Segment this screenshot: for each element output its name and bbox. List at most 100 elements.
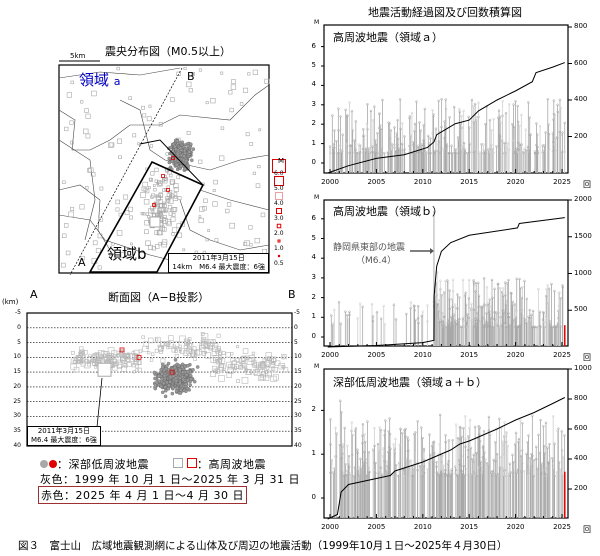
depth-tick-right: 25: [294, 397, 302, 405]
hf-epicenter-square: [61, 262, 66, 268]
hf-hypocenter-square: [79, 346, 84, 351]
magnitude-stem-head: [460, 469, 463, 472]
magnitude-stem-head: [546, 446, 549, 449]
magnitude-stem-head: [531, 309, 535, 313]
lf-epicenter-circle: [170, 159, 175, 164]
depth-tick-left: 15: [13, 368, 21, 376]
hf-epicenter-square: [62, 233, 67, 238]
hf-hypocenter-square: [262, 358, 267, 362]
magnitude-stem-head: [508, 462, 512, 466]
magnitude-stem-head: [494, 311, 498, 314]
magnitude-stem-head: [536, 149, 539, 153]
section-callout-detail: M6.4 最大震度：6強: [31, 436, 97, 444]
hf-epicenter-square: [172, 195, 178, 201]
boundary-line: [58, 139, 96, 241]
magnitude-stem-head: [371, 150, 374, 154]
hf-epicenter-square: [198, 215, 202, 218]
magnitude-stem-head: [398, 98, 402, 101]
hf-hypocenter-square: [259, 373, 266, 380]
magnitude-stem-head: [471, 306, 474, 310]
magnitude-stem-head: [446, 279, 449, 282]
hf-hypocenter-square: [146, 346, 149, 349]
magnitude-stem-head: [507, 471, 510, 475]
magnitude-stem-head: [460, 325, 463, 329]
hf-epicenter-square: [68, 211, 74, 218]
hf-hypocenter-square: [76, 360, 80, 364]
lf-hypocenter-circle: [165, 380, 169, 385]
magnitude-stem-head: [393, 143, 396, 147]
magnitude-stem-head: [527, 101, 530, 104]
magnitude-stem-head: [501, 440, 504, 443]
magnitude-stem-head: [470, 474, 474, 477]
magnitude-stem-head: [328, 145, 332, 148]
hf-epicenter-square: [124, 210, 130, 215]
hf-epicenter-square: [230, 84, 237, 90]
magnitude-stem-head: [406, 436, 409, 439]
hf-epicenter-square: [88, 167, 94, 173]
magnitude-stem-head: [462, 109, 465, 113]
magnitude-stem-head: [367, 147, 371, 150]
hf-hypocenter-square: [232, 360, 237, 365]
hf-epicenter-square: [70, 80, 74, 85]
hf-epicenter-square: [145, 189, 150, 194]
hf-hypocenter-square: [215, 359, 219, 362]
magnitude-stem-head: [335, 139, 338, 143]
magnitude-stem-head: [339, 399, 342, 403]
magnitude-stem-head: [467, 278, 471, 282]
magnitude-stem-head: [542, 425, 545, 428]
magnitude-stem-head: [371, 448, 375, 451]
hf-hypocenter-square: [92, 353, 100, 360]
chart-2: [321, 199, 572, 348]
magnitude-legend-value: 0.5: [274, 260, 284, 267]
magnitude-stem-head: [497, 116, 500, 120]
hf-hypocenter-square: [174, 354, 179, 359]
hf-epicenter-square: [141, 105, 145, 110]
lf-hypocenter-circle: [166, 361, 171, 366]
hf-hypocenter-square: [218, 355, 223, 360]
magnitude-stem-head: [520, 308, 524, 312]
y-tick-label: 0: [311, 332, 316, 340]
magnitude-stem-head: [542, 311, 545, 315]
magnitude-stem-head: [504, 111, 508, 115]
magnitude-stem-head: [410, 111, 414, 115]
magnitude-stem-head: [498, 135, 502, 138]
magnitude-stem-head: [346, 444, 349, 447]
lf-hypocenter-circle: [189, 377, 193, 381]
magnitude-stem-head: [506, 141, 510, 145]
hf-epicenter-square: [84, 108, 89, 113]
magnitude-stem-head: [399, 127, 402, 131]
hf-hypocenter-square: [107, 347, 115, 354]
magnitude-stem-head: [381, 98, 384, 102]
lf-hypocenter-circle: [156, 374, 161, 378]
hf-hypocenter-square: [82, 349, 88, 355]
hf-epicenter-square: [170, 208, 174, 212]
magnitude-stem-head: [373, 105, 376, 108]
magnitude-stem-head: [363, 134, 366, 137]
magnitude-stem-head: [463, 415, 467, 418]
magnitude-stem-head: [473, 474, 477, 478]
magnitude-stem-head: [458, 110, 462, 114]
magnitude-stem-head: [561, 131, 564, 134]
hf-hypocenter-square: [95, 357, 101, 363]
lf-epicenter-circle: [182, 154, 186, 158]
magnitude-stem-head: [400, 431, 404, 435]
magnitude-stem-head: [331, 114, 334, 117]
magnitude-stem-head: [504, 293, 507, 297]
magnitude-stem-head: [456, 319, 460, 322]
magnitude-stem-head: [547, 123, 550, 126]
hf-hypocenter-square: [158, 349, 164, 354]
magnitude-stem-head: [366, 420, 369, 423]
magnitude-stem-head: [359, 457, 362, 461]
hf-epicenter-square: [214, 238, 219, 242]
magnitude-stem-head: [530, 313, 533, 317]
hf-epicenter-square: [64, 126, 69, 132]
hf-epicenter-square: [225, 208, 230, 214]
depth-tick-left: 10: [13, 353, 21, 361]
magnitude-stem-head: [563, 121, 566, 125]
magnitude-stem-head: [559, 296, 562, 300]
hf-epicenter-square: [142, 113, 147, 118]
magnitude-stem-head: [403, 148, 406, 151]
magnitude-stem-head: [409, 301, 413, 304]
hf-epicenter-square: [177, 196, 182, 200]
magnitude-stem-head: [470, 98, 474, 102]
